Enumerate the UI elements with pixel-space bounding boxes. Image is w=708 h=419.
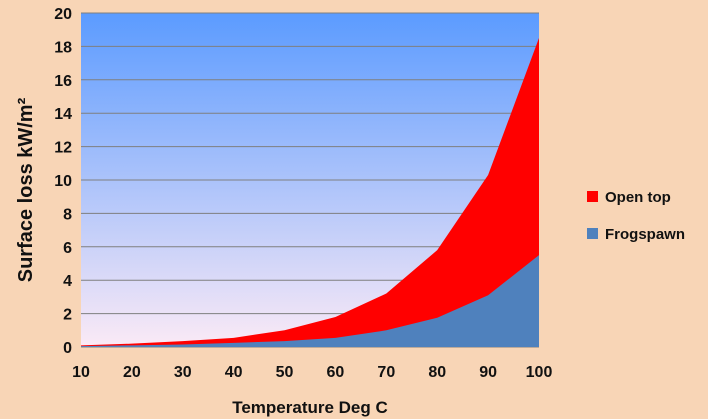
legend-label: Frogspawn <box>605 226 685 243</box>
series-areas <box>81 38 539 348</box>
x-tick-label: 40 <box>225 364 243 381</box>
x-tick-label: 20 <box>123 364 141 381</box>
legend-label: Open top <box>605 189 671 206</box>
x-tick-label: 90 <box>479 364 497 381</box>
y-tick-label: 0 <box>63 340 72 357</box>
y-tick-label: 8 <box>63 206 72 223</box>
x-tick-label: 10 <box>72 364 90 381</box>
y-tick-label: 12 <box>54 140 72 157</box>
x-tick-label: 80 <box>428 364 446 381</box>
legend-swatch <box>587 191 598 202</box>
legend: Open top Frogspawn <box>587 189 685 243</box>
y-tick-label: 16 <box>54 73 72 90</box>
y-tick-label: 20 <box>54 6 72 23</box>
y-tick-label: 14 <box>54 106 72 123</box>
y-tick-label: 10 <box>54 173 72 190</box>
y-axis-title: Surface loss kW/m² <box>15 97 37 282</box>
y-tick-label: 18 <box>54 39 72 56</box>
y-tick-label: 2 <box>63 307 72 324</box>
y-tick-label: 6 <box>63 240 72 257</box>
x-tick-label: 70 <box>377 364 395 381</box>
area-frogspawn <box>81 255 539 347</box>
legend-swatch <box>587 228 598 239</box>
y-tick-labels: 0 2 4 6 8 10 12 14 16 18 20 <box>54 6 72 357</box>
x-tick-label: 100 <box>526 364 553 381</box>
area-open-top <box>81 38 539 348</box>
gridlines <box>81 12 539 348</box>
x-tick-label: 50 <box>276 364 294 381</box>
x-axis-title: Temperature Deg C <box>232 398 388 417</box>
x-tick-label: 60 <box>327 364 345 381</box>
x-tick-labels: 10 20 30 40 50 60 70 80 90 100 <box>72 364 552 381</box>
y-tick-label: 4 <box>63 273 72 290</box>
x-tick-label: 30 <box>174 364 192 381</box>
